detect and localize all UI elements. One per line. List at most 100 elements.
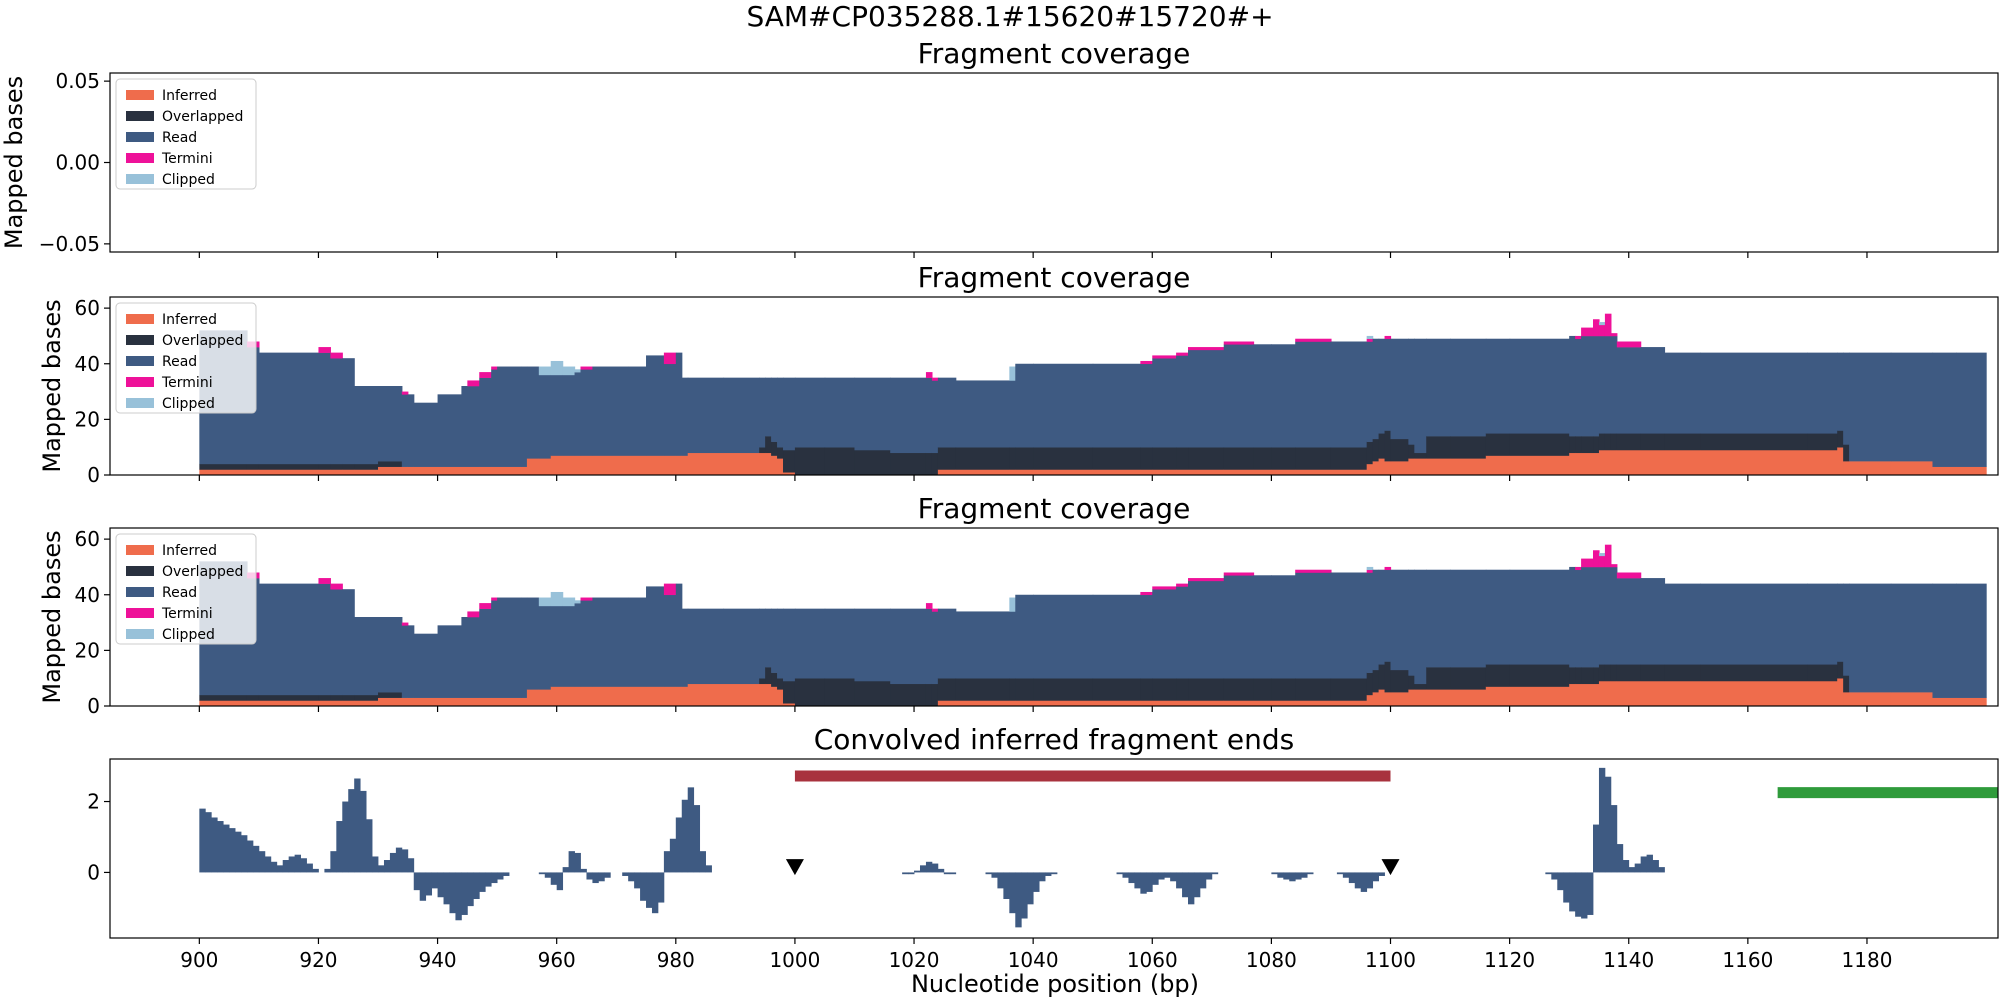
coverage-bar-overlapped	[931, 683, 939, 707]
coverage-bar-termini	[479, 603, 492, 609]
coverage-bar-termini	[1610, 564, 1618, 568]
coverage-bar-overlapped	[931, 452, 939, 476]
coverage-bar-overlapped	[1378, 664, 1386, 690]
convolved-bar	[943, 872, 951, 875]
coverage-bar-overlapped	[1384, 661, 1392, 693]
coverage-bar-inferred	[1223, 469, 1255, 476]
coverage-bar-inferred	[1033, 700, 1094, 707]
coverage-bar-termini	[663, 352, 677, 365]
coverage-bar-inferred	[1372, 461, 1380, 476]
x-tick-label: 980	[657, 948, 695, 972]
coverage-bar-inferred	[1330, 469, 1368, 476]
y-tick-label: 0	[87, 463, 100, 487]
coverage-bar-overlapped	[937, 447, 957, 470]
coverage-bar-overlapped	[1604, 664, 1612, 682]
coverage-bar-termini	[1581, 327, 1594, 337]
coverage-bar-overlapped	[1372, 669, 1380, 693]
coverage-bar-inferred	[479, 697, 492, 707]
convolved-bar	[419, 872, 427, 901]
coverage-bar-inferred	[574, 686, 582, 707]
coverage-bar-read	[479, 377, 492, 467]
legend-entry-inferred: Inferred	[162, 88, 217, 104]
coverage-bar-clipped	[1009, 366, 1016, 381]
coverage-bar-overlapped	[1366, 441, 1374, 465]
coverage-bar-inferred	[318, 469, 331, 476]
coverage-bar-read	[413, 633, 439, 698]
x-tick-label: 1020	[889, 948, 940, 972]
legend: Inferred Overlapped Read Termini Clipped	[115, 533, 257, 645]
legend-swatch-overlapped	[126, 335, 154, 345]
convolved-bar	[324, 868, 331, 873]
coverage-bar-read	[723, 608, 760, 685]
coverage-bar-termini	[1575, 335, 1582, 340]
legend-entry-termini: Termini	[161, 375, 213, 391]
coverage-bar-clipped	[1598, 322, 1606, 326]
coverage-bar-overlapped	[1664, 433, 1701, 451]
coverage-bar-inferred	[1581, 683, 1594, 707]
convolved-bar	[1658, 867, 1665, 873]
coverage-bar-termini	[330, 583, 343, 590]
coverage-bar-overlapped	[1140, 678, 1153, 701]
coverage-bar-overlapped	[1509, 664, 1570, 687]
coverage-bar-inferred	[526, 458, 540, 476]
coverage-bar-termini	[401, 622, 409, 626]
coverage-bar-overlapped	[1152, 678, 1177, 701]
convolved-bar	[1616, 844, 1624, 873]
coverage-bar-read	[1223, 575, 1255, 679]
coverage-bar-read	[1610, 566, 1618, 665]
convolved-bar	[1622, 860, 1630, 873]
coverage-bar-inferred	[467, 466, 480, 476]
coverage-bar-read	[765, 608, 772, 668]
coverage-bar-read	[1581, 566, 1594, 668]
coverage-bar-read	[1485, 338, 1511, 434]
coverage-bar-overlapped	[1610, 664, 1618, 682]
coverage-bar-termini	[1295, 569, 1332, 573]
x-tick-label: 1140	[1603, 948, 1654, 972]
convolved-bar	[378, 865, 385, 873]
coverage-bar-overlapped	[1837, 661, 1844, 679]
coverage-bar-read	[574, 372, 582, 456]
coverage-bar-overlapped	[771, 441, 778, 456]
coverage-bar-overlapped	[1330, 678, 1368, 701]
convolved-bar	[669, 838, 677, 873]
coverage-bar-inferred	[1426, 458, 1451, 476]
coverage-bar-inferred	[378, 697, 403, 707]
coverage-bar-overlapped	[1598, 433, 1606, 451]
axes-frame	[109, 296, 1999, 476]
legend-swatch-read	[126, 356, 154, 366]
convolved-bar	[1569, 872, 1576, 912]
coverage-bar-read	[1330, 341, 1368, 448]
convolved-bar	[199, 808, 206, 873]
coverage-bar-overlapped	[1581, 667, 1594, 685]
coverage-bar-overlapped	[258, 694, 320, 701]
convolved-bar	[1182, 872, 1189, 898]
coverage-bar-overlapped	[1843, 675, 1850, 693]
convolved-bar	[693, 805, 701, 873]
coverage-bar-inferred	[246, 700, 260, 707]
coverage-bar-overlapped	[1593, 667, 1600, 685]
coverage-bar-read	[1092, 594, 1141, 679]
coverage-bar-read	[1616, 578, 1642, 665]
convolved-bar	[1205, 872, 1213, 880]
coverage-bar-read	[777, 608, 784, 679]
coverage-bar-inferred	[378, 466, 403, 476]
coverage-bar-read	[681, 377, 689, 456]
coverage-bar-read	[1390, 338, 1409, 440]
coverage-bar-overlapped	[1271, 678, 1296, 701]
convolved-bar	[252, 845, 260, 873]
coverage-bar-overlapped	[1330, 447, 1368, 470]
coverage-bar-clipped	[1009, 597, 1016, 612]
convolved-bar	[925, 861, 933, 873]
convolved-bar	[1015, 872, 1022, 928]
coverage-bar-read	[342, 589, 355, 696]
coverage-bar-inferred	[1253, 700, 1272, 707]
coverage-bar-read	[1176, 586, 1189, 679]
coverage-bar-overlapped	[1033, 447, 1094, 470]
coverage-bar-inferred	[1378, 689, 1386, 707]
coverage-bar-overlapped	[824, 447, 856, 476]
coverage-bar-read	[318, 352, 331, 465]
legend-swatch-read	[126, 587, 154, 597]
convolved-bar	[425, 872, 433, 896]
convolved-bar	[336, 821, 343, 873]
convolved-bar	[229, 828, 236, 873]
